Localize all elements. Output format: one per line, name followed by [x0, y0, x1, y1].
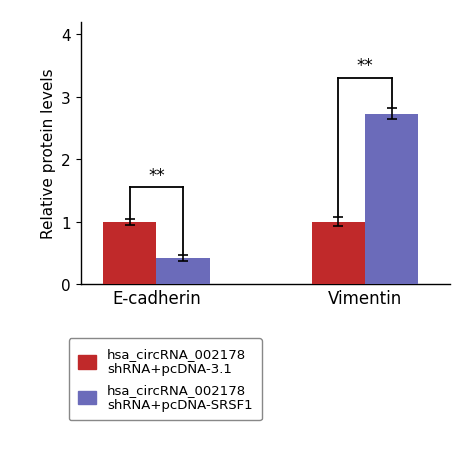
Bar	[312, 222, 365, 285]
Legend: hsa_circRNA_002178
shRNA+pcDNA-3.1, hsa_circRNA_002178
shRNA+pcDNA-SRSF1: hsa_circRNA_002178 shRNA+pcDNA-3.1, hsa_…	[69, 338, 262, 420]
Text: **: **	[356, 57, 374, 75]
Y-axis label: Relative protein levels: Relative protein levels	[41, 69, 55, 239]
Bar	[103, 222, 156, 285]
Text: **: **	[148, 166, 165, 184]
Bar	[156, 258, 210, 285]
Bar	[365, 115, 418, 285]
